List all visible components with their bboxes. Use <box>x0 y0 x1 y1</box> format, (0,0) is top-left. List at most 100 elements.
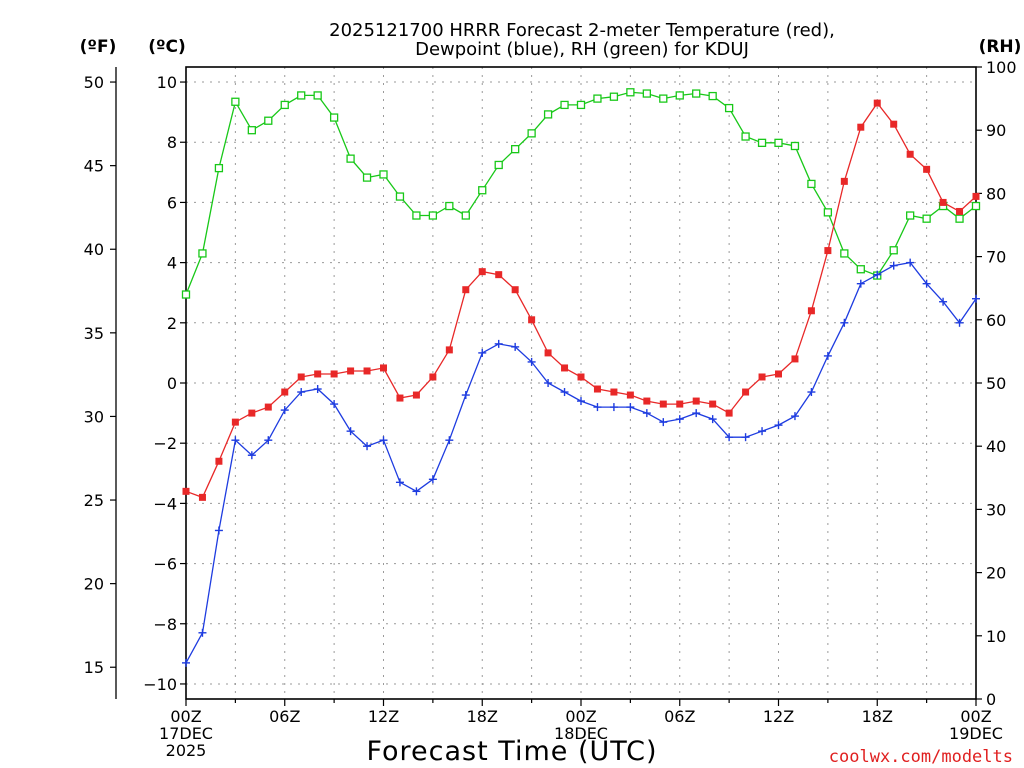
dewpoint-point <box>807 388 816 397</box>
series-temperature <box>182 99 980 501</box>
temperature-point <box>593 385 601 393</box>
rh-point <box>198 249 207 258</box>
temperature-point <box>610 388 618 396</box>
rh-point <box>823 208 833 217</box>
rh-point <box>395 192 405 201</box>
rh-point <box>757 138 767 147</box>
rh-point <box>543 110 553 119</box>
dewpoint-point <box>428 475 437 484</box>
temperature-point <box>215 457 223 465</box>
rh-tick-label: 10 <box>986 627 1006 646</box>
rh-point <box>346 154 355 163</box>
credit-text[interactable]: coolwx.com/modelts <box>829 747 1013 767</box>
temperature-point <box>330 370 338 378</box>
dewpoint-point <box>214 526 223 535</box>
rh-point <box>807 179 816 189</box>
x-tick-label: 18Z <box>862 707 893 726</box>
temperature-point <box>626 391 634 399</box>
rh-tick-label: 20 <box>986 564 1006 583</box>
celsius-tick-label: 6 <box>167 193 177 212</box>
rh-point <box>428 211 438 220</box>
dewpoint-point <box>741 433 750 442</box>
x-tick-label: 18DEC <box>554 724 608 743</box>
temperature-point <box>544 349 552 357</box>
grid-layer <box>186 67 976 699</box>
dewpoint-point <box>955 318 964 327</box>
rh-point <box>445 201 454 211</box>
temperature-point <box>281 388 289 396</box>
x-tick-label: 17DEC <box>159 724 213 743</box>
fahrenheit-tick-label: 15 <box>84 658 104 677</box>
temperature-point <box>643 397 651 405</box>
dewpoint-point <box>330 400 339 409</box>
rh-point <box>922 214 931 223</box>
dewpoint-point <box>675 415 684 424</box>
rh-tick-label: 40 <box>986 437 1006 456</box>
celsius-tick-label: 8 <box>167 133 177 152</box>
rh-point <box>626 88 635 97</box>
dewpoint-point <box>395 478 404 487</box>
rh-point <box>247 126 256 135</box>
dewpoint-point <box>823 351 832 360</box>
celsius-tick-label: 10 <box>157 73 177 92</box>
rh-point <box>379 170 388 179</box>
rh-point <box>708 91 717 101</box>
rh-point <box>297 91 306 100</box>
dewpoint-point <box>182 658 190 667</box>
temperature-point <box>380 364 387 372</box>
temperature-point <box>363 367 371 375</box>
celsius-tick-label: −6 <box>153 555 177 574</box>
chart-title-line2: Dewpoint (blue), RH (green) for KDUJ <box>415 39 749 60</box>
dewpoint-point <box>494 339 503 348</box>
temperature-point <box>906 150 914 158</box>
fahrenheit-tick-label: 35 <box>84 324 104 343</box>
dewpoint-point <box>758 427 767 436</box>
temperature-point <box>478 268 486 276</box>
temperature-point <box>396 394 404 402</box>
x-tick-label: 12Z <box>368 707 399 726</box>
temperature-point <box>857 123 865 131</box>
temperature-point <box>775 370 782 378</box>
temperature-point <box>742 388 750 396</box>
rh-tick-label: 30 <box>986 500 1006 519</box>
rh-point <box>774 138 783 147</box>
chart-title-line1: 2025121700 HRRR Forecast 2-meter Tempera… <box>329 20 835 41</box>
rh-point <box>955 214 964 223</box>
dewpoint-point <box>873 270 882 279</box>
temperature-point <box>528 316 536 324</box>
celsius-tick-label: −8 <box>153 615 177 634</box>
celsius-tick-label: 4 <box>167 254 177 273</box>
rh-point <box>889 246 898 255</box>
rh-point <box>790 141 800 151</box>
dewpoint-point <box>593 403 602 412</box>
dewpoint-point <box>264 436 273 445</box>
rh-point <box>231 97 240 106</box>
temperature-point <box>709 400 717 408</box>
dewpoint-point <box>840 318 849 327</box>
celsius-tick-label: −4 <box>153 494 177 513</box>
temperature-point <box>412 391 420 399</box>
dewpoint-point <box>708 415 717 424</box>
rh-point <box>741 132 750 141</box>
temperature-point <box>758 373 766 381</box>
rh-point <box>692 89 701 98</box>
dewpoint-point <box>511 342 520 351</box>
rh-axis-label: (RH) <box>979 37 1022 57</box>
temperature-point <box>676 400 684 408</box>
dewpoint-point <box>906 258 915 267</box>
x-axis-title: Forecast Time (UTC) <box>366 736 657 767</box>
celsius-tick-label: −10 <box>143 675 177 694</box>
dewpoint-point <box>856 279 865 288</box>
rh-point <box>494 160 503 170</box>
temperature-point <box>511 286 519 294</box>
temperature-point <box>807 307 815 315</box>
x-tick-label: 00Z <box>565 707 596 726</box>
temperature-point <box>429 373 437 381</box>
rh-point <box>840 249 849 258</box>
fahrenheit-tick-label: 25 <box>84 491 104 510</box>
dewpoint-point <box>346 427 355 436</box>
temperature-point <box>939 198 947 206</box>
rh-point <box>412 211 421 220</box>
x-tick-label: 06Z <box>664 707 695 726</box>
